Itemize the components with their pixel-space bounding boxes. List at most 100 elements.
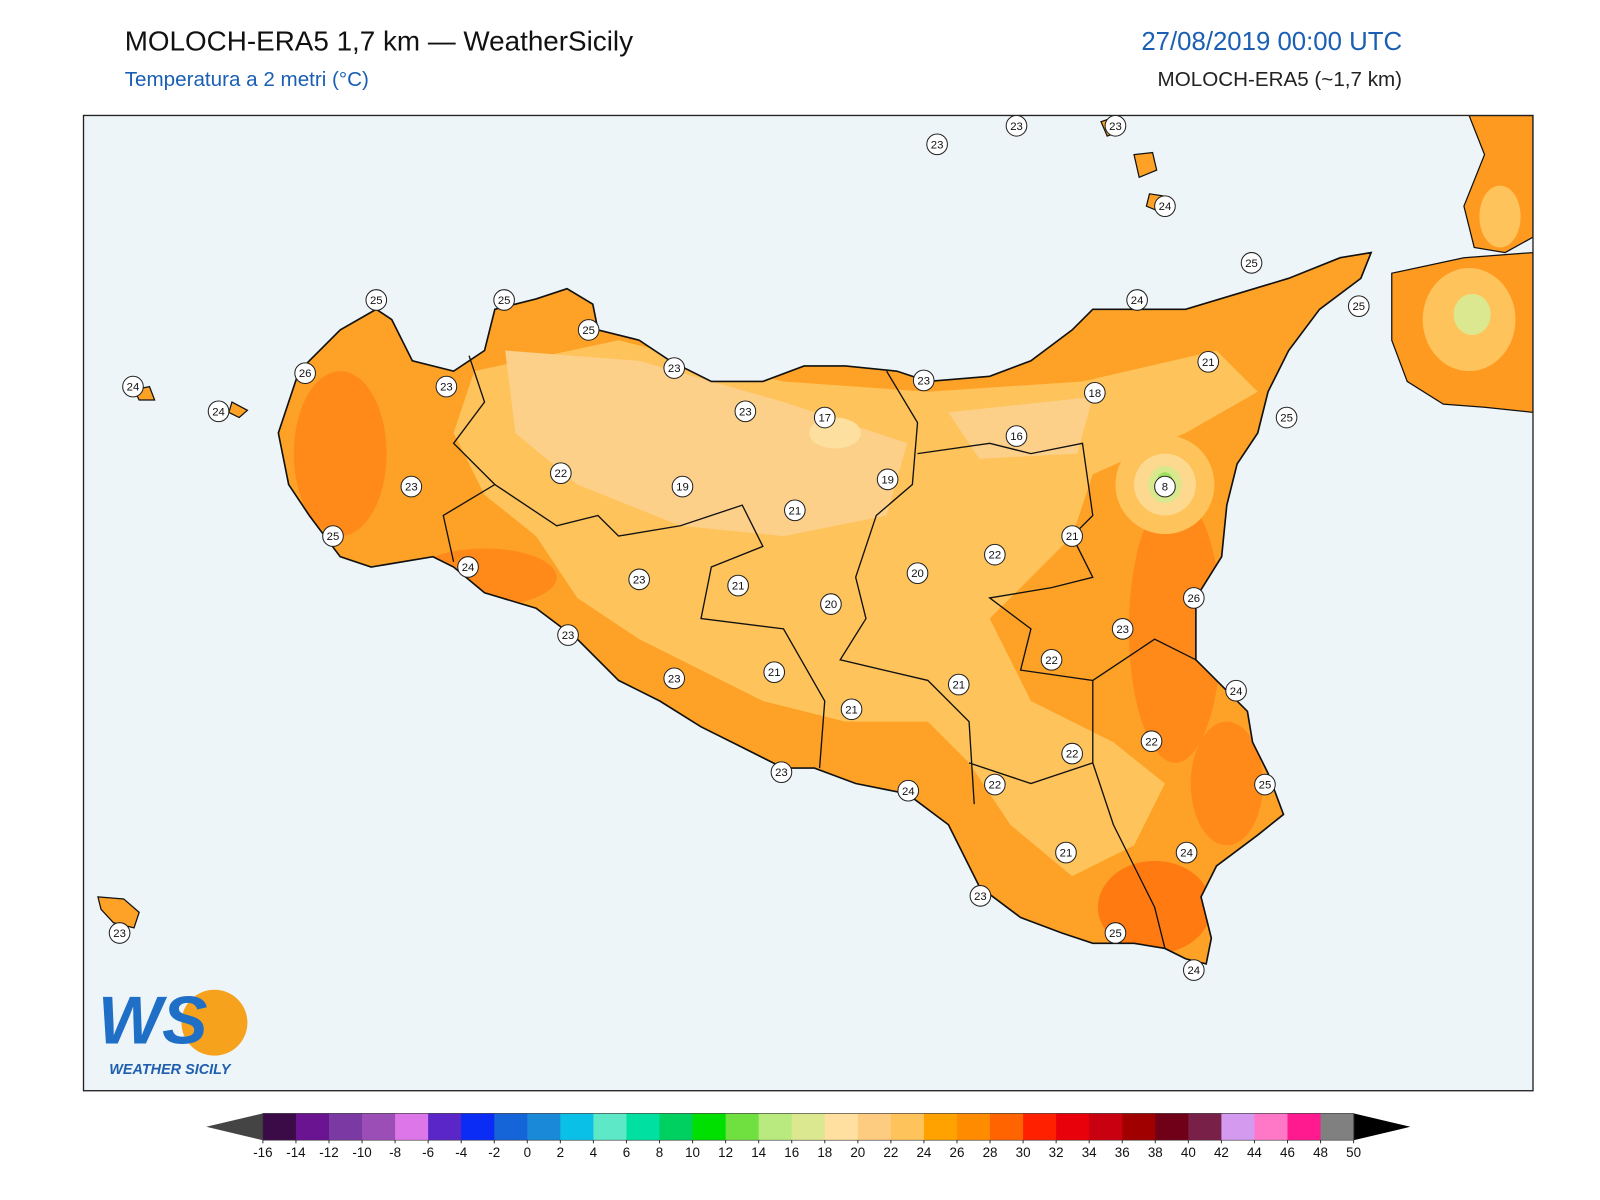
station-value: 23 — [668, 673, 681, 685]
station-value: 17 — [818, 413, 831, 425]
colorbar-tick-label: 2 — [557, 1145, 564, 1160]
station-value: 21 — [732, 581, 745, 593]
station: 24 — [207, 400, 230, 423]
colorbar-segment — [1023, 1113, 1057, 1141]
colorbar-segment — [295, 1113, 330, 1141]
station-value: 24 — [212, 406, 225, 418]
station-value: 22 — [989, 550, 1002, 562]
colorbar-tick-label: 48 — [1313, 1145, 1328, 1160]
station: 23 — [400, 475, 423, 498]
colorbar-segment — [395, 1113, 429, 1141]
station-marker — [493, 289, 515, 311]
station-marker — [1182, 959, 1205, 981]
station-value: 23 — [562, 630, 575, 642]
station-marker — [1040, 648, 1063, 671]
station-value: 23 — [917, 375, 930, 387]
station-value: 22 — [1066, 749, 1079, 761]
island — [1133, 151, 1158, 179]
station: 18 — [1084, 381, 1106, 404]
station: 22 — [1040, 648, 1063, 671]
colorbar-tick-label: 22 — [883, 1145, 898, 1160]
station-value: 23 — [633, 574, 646, 586]
colorbar-tick-label: 18 — [817, 1145, 832, 1160]
colorbar-tick-label: 44 — [1247, 1145, 1262, 1160]
station: 25 — [577, 319, 600, 341]
station-value: 20 — [911, 568, 924, 580]
station: 24 — [1225, 679, 1247, 702]
station-value: 22 — [555, 468, 568, 480]
station-marker — [897, 779, 920, 802]
station-value: 25 — [1280, 413, 1293, 425]
sicily — [277, 251, 1372, 965]
colorbar-tick-label: 46 — [1280, 1145, 1295, 1160]
station: 23 — [770, 761, 793, 783]
station-marker — [1111, 618, 1134, 640]
station: 22 — [1061, 742, 1083, 765]
colorbar-segment — [791, 1113, 826, 1141]
warm-zone — [1128, 494, 1222, 763]
station: 23 — [557, 624, 579, 646]
station: 23 — [628, 568, 650, 591]
colorbar-segment — [362, 1113, 396, 1141]
station-marker — [457, 556, 479, 578]
station-marker — [727, 574, 749, 597]
station-value: 23 — [1109, 121, 1122, 133]
station-value: 21 — [1066, 531, 1079, 543]
station-marker — [557, 624, 579, 646]
station-value: 23 — [1116, 624, 1129, 636]
colorbar-tick-label: 8 — [656, 1145, 663, 1160]
station-marker — [1061, 525, 1083, 547]
colorbar-segment — [990, 1113, 1024, 1141]
station-marker — [122, 375, 144, 398]
island — [97, 896, 140, 929]
station-marker — [1275, 406, 1298, 429]
colorbar-tick-label: -6 — [422, 1145, 434, 1160]
station-value: 24 — [1188, 965, 1201, 977]
station: 19 — [876, 468, 899, 491]
colorbar-tick-label: 30 — [1016, 1145, 1031, 1160]
station-value: 24 — [1180, 848, 1193, 860]
station: 25 — [365, 289, 388, 311]
station-marker — [1126, 289, 1148, 311]
station: 8 — [1154, 475, 1176, 498]
warm-zone — [293, 371, 387, 537]
station-marker — [1182, 587, 1205, 609]
colorbar-segment — [1320, 1113, 1355, 1141]
station-marker — [813, 406, 836, 429]
station-value: 19 — [676, 482, 689, 494]
station-value: 21 — [1202, 357, 1215, 369]
station-value: 22 — [1045, 655, 1058, 667]
station-value: 25 — [1109, 928, 1122, 940]
station-marker — [984, 543, 1006, 566]
colorbar-tick-label: 16 — [784, 1145, 799, 1160]
station-value: 22 — [1145, 736, 1158, 748]
station-value: 25 — [1259, 780, 1272, 792]
station: 21 — [1061, 525, 1083, 547]
station-marker — [365, 289, 388, 311]
station-marker — [671, 475, 694, 498]
station: 21 — [784, 499, 806, 522]
station: 24 — [122, 375, 144, 398]
logo: WS WEATHER SICILY — [98, 983, 248, 1078]
station-value: 24 — [1131, 295, 1144, 307]
colorbar-segment — [956, 1113, 991, 1141]
colorbar-tick-label: 38 — [1148, 1145, 1163, 1160]
station-value: 26 — [299, 368, 312, 380]
colorbar-tick-label: 14 — [751, 1145, 766, 1160]
colorbar-tick-label: 32 — [1049, 1145, 1064, 1160]
province-borders — [442, 355, 1197, 949]
station: 19 — [671, 475, 694, 498]
land — [1391, 115, 1533, 413]
station-marker — [770, 761, 793, 783]
colorbar-segment — [560, 1113, 594, 1141]
station-value: 23 — [931, 139, 944, 151]
colorbar-tick-label: 10 — [685, 1145, 700, 1160]
station-marker — [207, 400, 230, 423]
station-marker — [628, 568, 650, 591]
station-marker — [663, 357, 686, 379]
calabria-highland — [1479, 185, 1521, 248]
station: 25 — [322, 525, 344, 547]
colorbar: -16 -14 -12 -10 -8 -6 -4 -2 0 2 4 6 8 10 12 14 16 18 20 22 2… — [206, 1113, 1411, 1160]
colorbar-tick-label: 20 — [850, 1145, 865, 1160]
